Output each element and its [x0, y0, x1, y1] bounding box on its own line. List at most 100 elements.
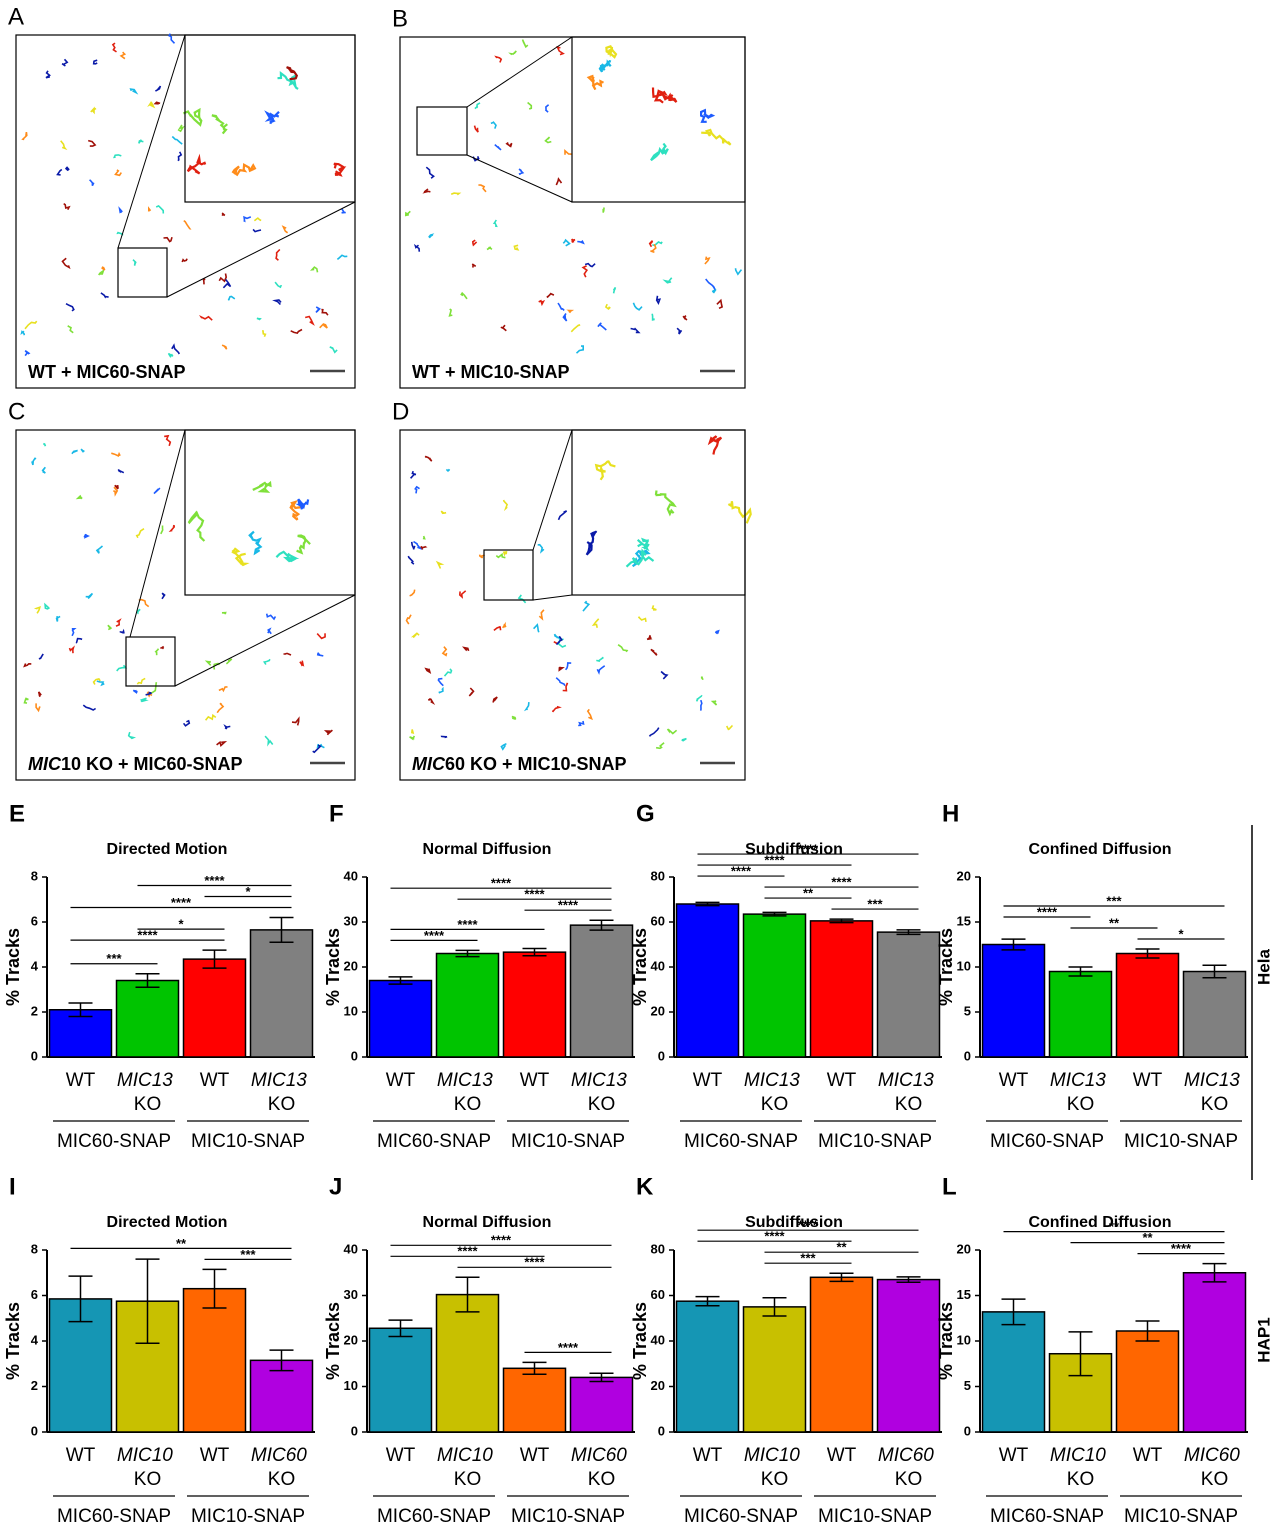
zoom-box [117, 247, 168, 298]
track [422, 188, 431, 194]
y-tick-label: 0 [964, 1423, 971, 1438]
track [118, 206, 123, 214]
x-tick-suffix: KO [134, 1469, 161, 1490]
track [562, 238, 571, 247]
track [597, 322, 607, 331]
significance-label: **** [764, 1229, 785, 1244]
track [490, 121, 497, 129]
track [651, 313, 655, 321]
track [460, 291, 468, 300]
track [281, 225, 289, 234]
track [521, 39, 529, 49]
y-tick-label: 0 [31, 1048, 38, 1063]
x-tick-label: MIC13 KO [1184, 1070, 1245, 1115]
track [100, 292, 109, 299]
y-tick-label: 10 [344, 1003, 358, 1018]
x-tick-suffix: KO [454, 1469, 481, 1490]
track [704, 256, 711, 265]
y-tick-label: 80 [651, 1241, 665, 1256]
significance-label: *** [867, 897, 883, 912]
error-bar [1135, 948, 1160, 959]
y-tick-label: 20 [957, 868, 971, 883]
track [410, 470, 417, 479]
x-tick-label: MIC13 KO [437, 1070, 498, 1115]
track [472, 156, 480, 162]
x-tick-gene: MIC13 [251, 1070, 312, 1091]
y-tick-label: 60 [651, 1287, 665, 1302]
significance-label: **** [1037, 904, 1058, 919]
x-tick-gene: MIC13 [117, 1070, 178, 1091]
zoom-line [166, 201, 356, 298]
track [591, 618, 600, 628]
track [409, 589, 416, 597]
error-bar [1202, 1262, 1227, 1283]
track [92, 677, 101, 685]
track [155, 204, 165, 214]
image-label: MIC10 KO + MIC60-SNAP [28, 754, 243, 774]
track [198, 314, 213, 321]
significance-label: **** [137, 928, 158, 943]
track [96, 680, 105, 687]
track [681, 737, 687, 742]
y-tick-label: 20 [651, 1003, 665, 1018]
track [508, 50, 517, 56]
zoom-box [483, 549, 534, 601]
track [699, 699, 703, 711]
significance-label: **** [558, 1340, 579, 1355]
y-tick-label: 6 [31, 1287, 38, 1302]
x-tick-label: MIC60 KO [251, 1445, 312, 1490]
track [655, 295, 662, 305]
error-bar [695, 901, 720, 907]
inset-track [252, 480, 272, 493]
inset-track [289, 499, 305, 521]
track [221, 212, 226, 217]
track [262, 330, 267, 338]
group-label: MIC60-SNAP [377, 1506, 491, 1527]
track [71, 628, 77, 637]
track [682, 315, 688, 321]
bar [876, 1278, 941, 1433]
error-bar [896, 1276, 921, 1284]
track [557, 302, 565, 311]
track [60, 140, 68, 151]
track [222, 279, 232, 289]
track [204, 660, 212, 666]
inset-track [700, 108, 716, 123]
track [167, 33, 176, 44]
significance-label: **** [424, 928, 445, 943]
error-bar [1001, 938, 1026, 951]
track [243, 215, 252, 223]
track [252, 228, 262, 233]
panel-letter: A [8, 3, 24, 30]
track [602, 207, 605, 213]
inset-track [275, 550, 300, 563]
track [617, 644, 629, 653]
y-tick-label: 40 [344, 868, 358, 883]
bar [981, 1311, 1046, 1433]
inset-track [598, 59, 612, 73]
track [64, 166, 70, 172]
x-tick-gene: MIC60 [878, 1445, 939, 1466]
track [68, 645, 75, 654]
track [492, 219, 498, 228]
panel-letter: D [392, 398, 409, 425]
track [564, 149, 572, 156]
error-bar [455, 1276, 480, 1313]
x-tick-suffix: KO [761, 1469, 788, 1490]
y-axis-label: % Tracks [936, 928, 956, 1006]
track [537, 543, 545, 554]
track [445, 468, 451, 473]
bar [368, 1327, 433, 1433]
y-tick-label: 5 [964, 1378, 971, 1393]
track [24, 320, 38, 330]
track [89, 179, 95, 187]
y-tick-label: 15 [957, 913, 971, 928]
track [119, 51, 127, 60]
significance-label: ** [1109, 915, 1120, 930]
error-bar [522, 1361, 547, 1375]
y-tick-label: 0 [351, 1423, 358, 1438]
y-axis-label: % Tracks [630, 1302, 650, 1380]
y-axis-label: % Tracks [936, 1302, 956, 1380]
track [553, 633, 562, 642]
track [666, 728, 678, 735]
